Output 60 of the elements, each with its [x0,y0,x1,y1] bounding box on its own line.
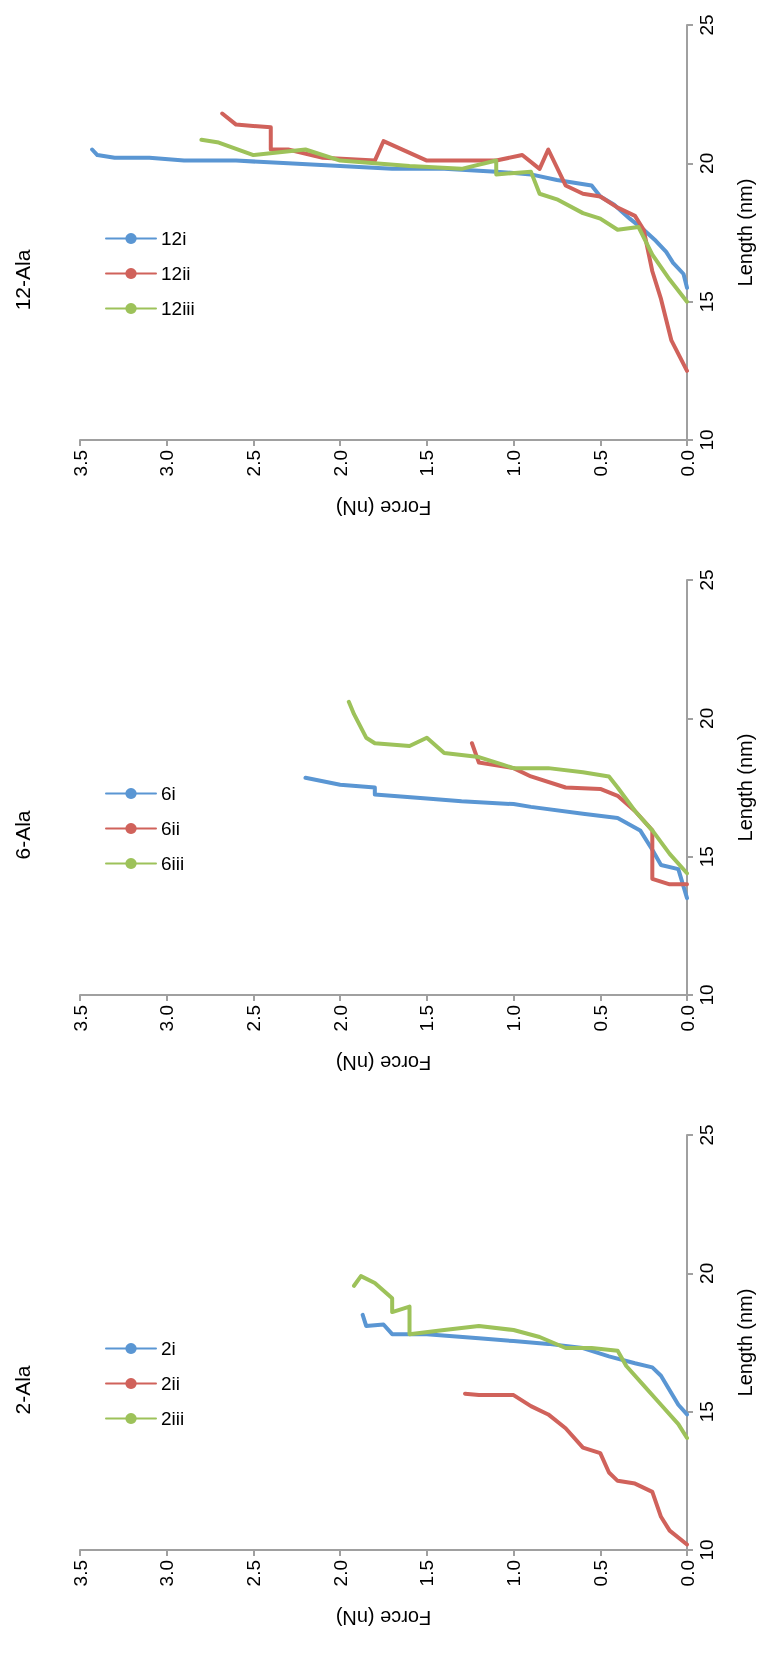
legend-label: 12iii [161,298,195,319]
x-tick-label: 1.0 [503,450,525,477]
x-tick-label: 0.5 [589,1560,611,1587]
x-axis-title: Force (nN) [335,1607,432,1629]
line-series [463,1391,689,1547]
x-tick-label: 0.5 [589,1005,611,1032]
x-tick-label: 0.5 [589,450,611,477]
x-tick-label: 3.0 [156,1005,178,1032]
y-tick-label: 20 [696,152,717,174]
legend-label: 2i [161,1338,176,1359]
y-axis-title: Length (nm) [734,1288,756,1397]
x-tick-label: 0.0 [676,1005,698,1032]
y-tick-label: 25 [696,1124,717,1146]
legend-label: 12i [161,228,187,249]
text: 2-Ala [10,1365,34,1415]
text: 6-Ala [10,810,34,860]
x-tick-label: 3.5 [69,1005,91,1032]
x-tick-label: 1.5 [416,1005,438,1032]
y-tick-label: 10 [696,984,717,1006]
x-tick-label: 3.0 [156,1560,178,1587]
legend-label: 6iii [161,853,185,874]
line-series [199,137,689,304]
y-axis-title: Length (nm) [734,178,756,287]
legend-label: 6ii [161,818,181,839]
x-tick-label: 2.0 [329,450,351,477]
x-tick-label: 2.5 [242,1005,264,1032]
x-tick-label: 1.5 [416,450,438,477]
x-tick-label: 0.0 [676,450,698,477]
x-tick-label: 3.0 [156,450,178,477]
line-series [352,1274,689,1440]
y-tick-label: 20 [696,707,717,729]
y-axis-title: Length (nm) [734,733,756,842]
x-tick-label: 1.5 [416,1560,438,1587]
y-tick-label: 10 [696,429,717,451]
x-axis-title: Force (nN) [335,1052,432,1074]
line-series [303,775,689,901]
x-tick-label: 1.0 [503,1005,525,1032]
y-tick-label: 15 [696,846,717,868]
y-tick-label: 25 [696,14,717,36]
y-tick-label: 25 [696,569,717,591]
line-series [220,111,689,373]
y-tick-label: 20 [696,1262,717,1284]
x-tick-label: 2.5 [242,1560,264,1587]
y-tick-label: 10 [696,1539,717,1561]
x-tick-label: 2.0 [329,1560,351,1587]
x-tick-label: 2.5 [242,450,264,477]
y-tick-label: 15 [696,1401,717,1423]
text: 12-Ala [10,249,34,311]
x-tick-label: 0.0 [676,1560,698,1587]
x-tick-label: 2.0 [329,1005,351,1032]
x-tick-label: 1.0 [503,1560,525,1587]
x-tick-label: 3.5 [69,1560,91,1587]
line-series [346,699,689,876]
legend-label: 2ii [161,1373,181,1394]
legend-label: 2iii [161,1408,185,1429]
legend-label: 12ii [161,263,191,284]
x-tick-label: 3.5 [69,450,91,477]
y-tick-label: 15 [696,291,717,313]
legend-label: 6i [161,783,176,804]
x-axis-title: Force (nN) [335,497,432,519]
